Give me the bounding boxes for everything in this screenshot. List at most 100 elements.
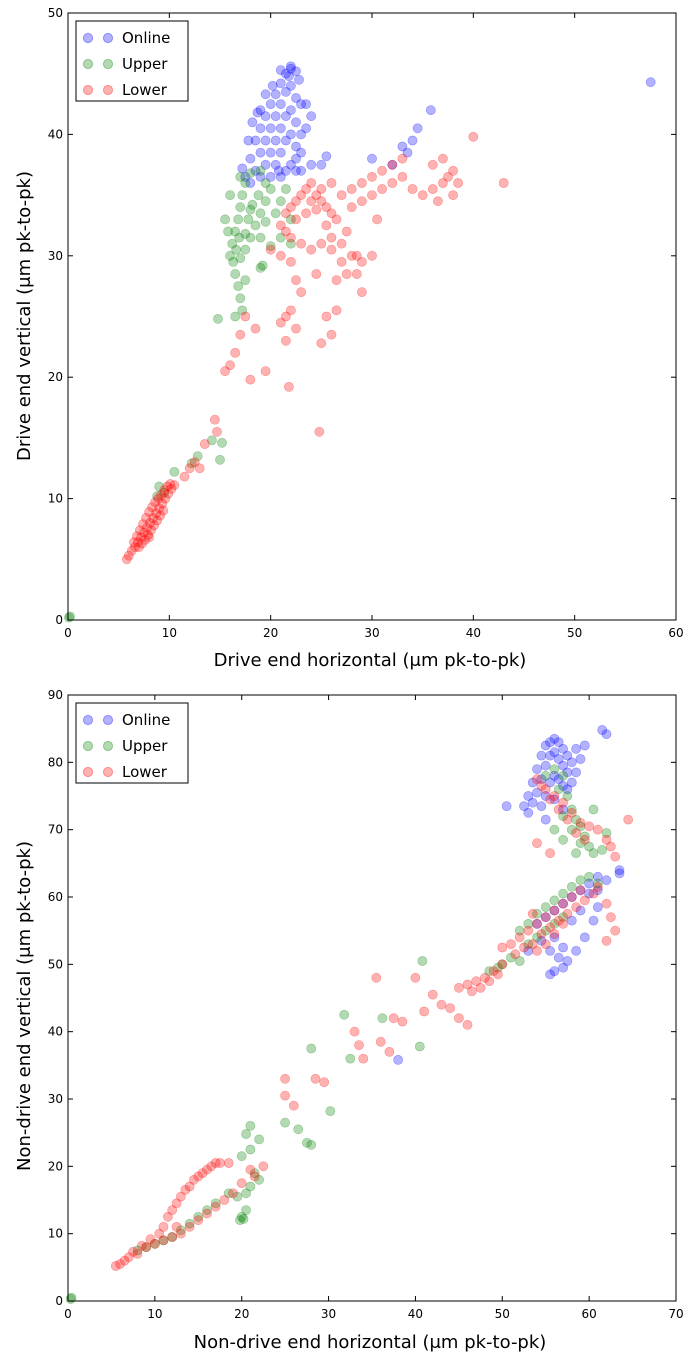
point-lower-104 xyxy=(175,1191,186,1202)
point-upper-28 xyxy=(584,871,594,882)
point-lower-113 xyxy=(133,542,144,553)
legend-label-lower: Lower xyxy=(122,763,168,781)
y-tick-label: 60 xyxy=(48,890,63,904)
point-online-48 xyxy=(549,932,560,943)
point-lower-108 xyxy=(193,1171,204,1182)
point-upper-52 xyxy=(169,466,180,477)
point-lower-56 xyxy=(466,986,477,997)
point-lower-23 xyxy=(523,925,534,936)
point-online-21 xyxy=(540,791,551,801)
point-online-43 xyxy=(306,159,317,170)
point-upper-17 xyxy=(549,824,560,835)
point-upper-69 xyxy=(175,1225,186,1236)
point-lower-122 xyxy=(128,537,139,548)
point-lower-107 xyxy=(154,503,165,514)
point-lower-84 xyxy=(443,171,453,182)
point-lower-62 xyxy=(453,1013,464,1024)
point-lower-82 xyxy=(432,196,443,207)
point-upper-53 xyxy=(241,1129,251,1139)
point-upper-6 xyxy=(240,178,251,188)
point-upper-30 xyxy=(220,214,230,225)
point-lower-53 xyxy=(479,972,490,983)
point-lower-72 xyxy=(358,1053,369,1064)
point-upper-43 xyxy=(339,1009,350,1020)
point-lower-81 xyxy=(448,165,458,176)
point-lower-133 xyxy=(162,481,173,492)
point-lower-81 xyxy=(249,1171,260,1182)
point-lower-17 xyxy=(341,226,352,237)
point-lower-19 xyxy=(336,238,347,249)
point-lower-118 xyxy=(128,1246,138,1257)
point-upper-61 xyxy=(235,1215,245,1226)
point-upper-14 xyxy=(260,196,271,207)
point-lower-26 xyxy=(549,905,560,916)
legend-marker-upper xyxy=(102,740,114,752)
point-lower-8 xyxy=(601,834,612,845)
point-upper-46 xyxy=(306,1043,317,1054)
point-lower-2 xyxy=(549,791,560,801)
point-upper-40 xyxy=(417,956,428,966)
point-online-26 xyxy=(562,784,573,795)
series-online xyxy=(237,61,656,188)
point-lower-71 xyxy=(384,1046,395,1057)
point-upper-17 xyxy=(247,199,258,210)
point-upper-1 xyxy=(549,764,560,774)
x-axis-label: Non-drive end horizontal (μm pk-to-pk) xyxy=(194,1332,547,1353)
point-lower-44 xyxy=(610,925,621,936)
point-upper-76 xyxy=(66,1292,77,1303)
point-online-52 xyxy=(562,956,573,966)
point-lower-109 xyxy=(160,493,171,504)
point-lower-65 xyxy=(419,1006,429,1017)
legend: Online Upper Lower xyxy=(75,20,189,102)
point-upper-15 xyxy=(601,828,612,838)
point-lower-22 xyxy=(514,932,525,943)
point-lower-30 xyxy=(346,202,357,213)
point-lower-15 xyxy=(579,834,590,845)
point-lower-35 xyxy=(553,915,564,926)
point-lower-3 xyxy=(558,797,568,808)
point-upper-71 xyxy=(158,1235,169,1246)
point-lower-14 xyxy=(571,828,581,838)
point-lower-70 xyxy=(375,1036,386,1047)
y-tick-label: 0 xyxy=(55,613,63,627)
y-tick-label: 50 xyxy=(48,957,63,971)
point-lower-13 xyxy=(301,208,311,219)
point-lower-20 xyxy=(497,942,508,953)
point-lower-110 xyxy=(202,1164,212,1175)
point-online-63 xyxy=(407,135,418,146)
point-lower-87 xyxy=(498,178,509,188)
point-online-12 xyxy=(536,774,547,785)
point-lower-6 xyxy=(311,190,322,200)
point-lower-42 xyxy=(306,244,317,255)
point-lower-100 xyxy=(158,1222,169,1232)
point-upper-36 xyxy=(230,269,241,279)
y-tick-label: 10 xyxy=(48,492,63,506)
point-lower-27 xyxy=(558,898,568,909)
point-upper-49 xyxy=(293,1124,304,1135)
point-lower-13 xyxy=(536,781,547,791)
point-lower-55 xyxy=(497,959,508,970)
point-lower-106 xyxy=(151,508,162,519)
point-online-62 xyxy=(397,141,408,152)
y-tick-label: 20 xyxy=(48,1159,63,1173)
point-upper-35 xyxy=(255,165,266,176)
point-lower-22 xyxy=(326,178,337,188)
point-upper-54 xyxy=(159,487,170,498)
point-upper-15 xyxy=(265,184,276,194)
point-online-33 xyxy=(280,135,291,146)
point-upper-58 xyxy=(245,1181,256,1192)
point-lower-14 xyxy=(311,204,322,215)
point-online-40 xyxy=(285,159,296,170)
point-lower-55 xyxy=(285,305,296,316)
point-lower-38 xyxy=(427,184,438,194)
point-lower-115 xyxy=(140,535,150,545)
point-lower-3 xyxy=(296,190,306,200)
point-upper-9 xyxy=(584,841,594,852)
point-upper-31 xyxy=(223,226,233,237)
point-lower-39 xyxy=(588,888,599,899)
point-upper-3 xyxy=(553,784,564,795)
point-online-0 xyxy=(240,171,251,182)
point-online-23 xyxy=(549,770,560,781)
point-lower-5 xyxy=(306,178,317,188)
point-lower-85 xyxy=(453,178,463,188)
